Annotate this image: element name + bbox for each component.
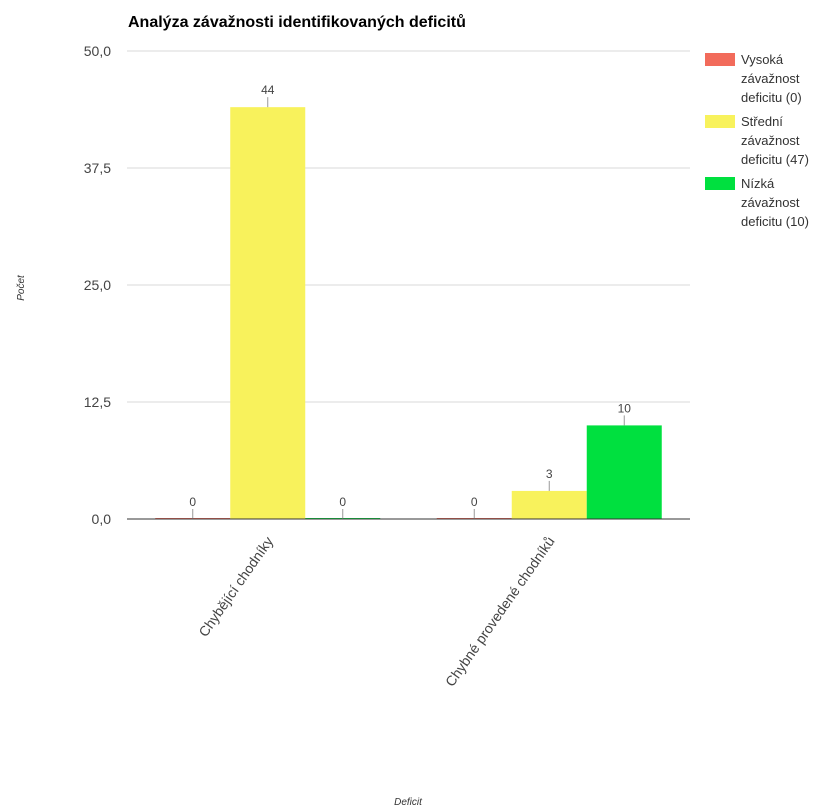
y-tick-label: 25,0 bbox=[84, 277, 111, 293]
legend-label: Nízká závažnost deficitu (10) bbox=[741, 176, 809, 229]
legend-swatch bbox=[705, 177, 735, 190]
y-axis-title: Počet bbox=[16, 274, 27, 301]
y-tick-label: 12,5 bbox=[84, 394, 111, 410]
chart-title: Analýza závažnosti identifikovaných defi… bbox=[128, 14, 466, 31]
data-label: 44 bbox=[261, 83, 275, 97]
bar bbox=[511, 490, 587, 519]
data-label: 3 bbox=[546, 467, 553, 481]
data-label: 10 bbox=[618, 401, 632, 415]
bars: 0 44 0 0 3 10 bbox=[155, 83, 662, 519]
legend-item: Nízká závažnost deficitu (10) bbox=[705, 176, 809, 229]
legend-swatch bbox=[705, 53, 735, 66]
y-axis-ticks: 0,0 12,5 25,0 37,5 50,0 bbox=[84, 43, 111, 527]
gridlines bbox=[127, 50, 690, 403]
legend-label: Vysoká závažnost deficitu (0) bbox=[741, 52, 802, 105]
y-tick-label: 37,5 bbox=[84, 160, 111, 176]
data-label: 0 bbox=[471, 495, 478, 509]
bar bbox=[586, 425, 662, 519]
legend-item: Střední závažnost deficitu (47) bbox=[705, 114, 809, 167]
x-tick-label: Chybné provedené chodníků bbox=[442, 534, 558, 690]
legend-item: Vysoká závažnost deficitu (0) bbox=[705, 52, 802, 105]
x-axis-title: Deficit bbox=[394, 797, 423, 808]
y-tick-label: 0,0 bbox=[92, 511, 112, 527]
legend: Vysoká závažnost deficitu (0) Střední závažn… bbox=[705, 52, 809, 229]
x-axis-ticks: Chybějící chodníky Chybné provedené chodn… bbox=[195, 534, 557, 690]
data-label: 0 bbox=[339, 495, 346, 509]
legend-label: Střední závažnost deficitu (47) bbox=[741, 114, 809, 167]
bar bbox=[230, 107, 306, 519]
y-tick-label: 50,0 bbox=[84, 43, 111, 59]
x-tick-label: Chybějící chodníky bbox=[195, 534, 276, 640]
legend-swatch bbox=[705, 115, 735, 128]
data-label: 0 bbox=[189, 495, 196, 509]
